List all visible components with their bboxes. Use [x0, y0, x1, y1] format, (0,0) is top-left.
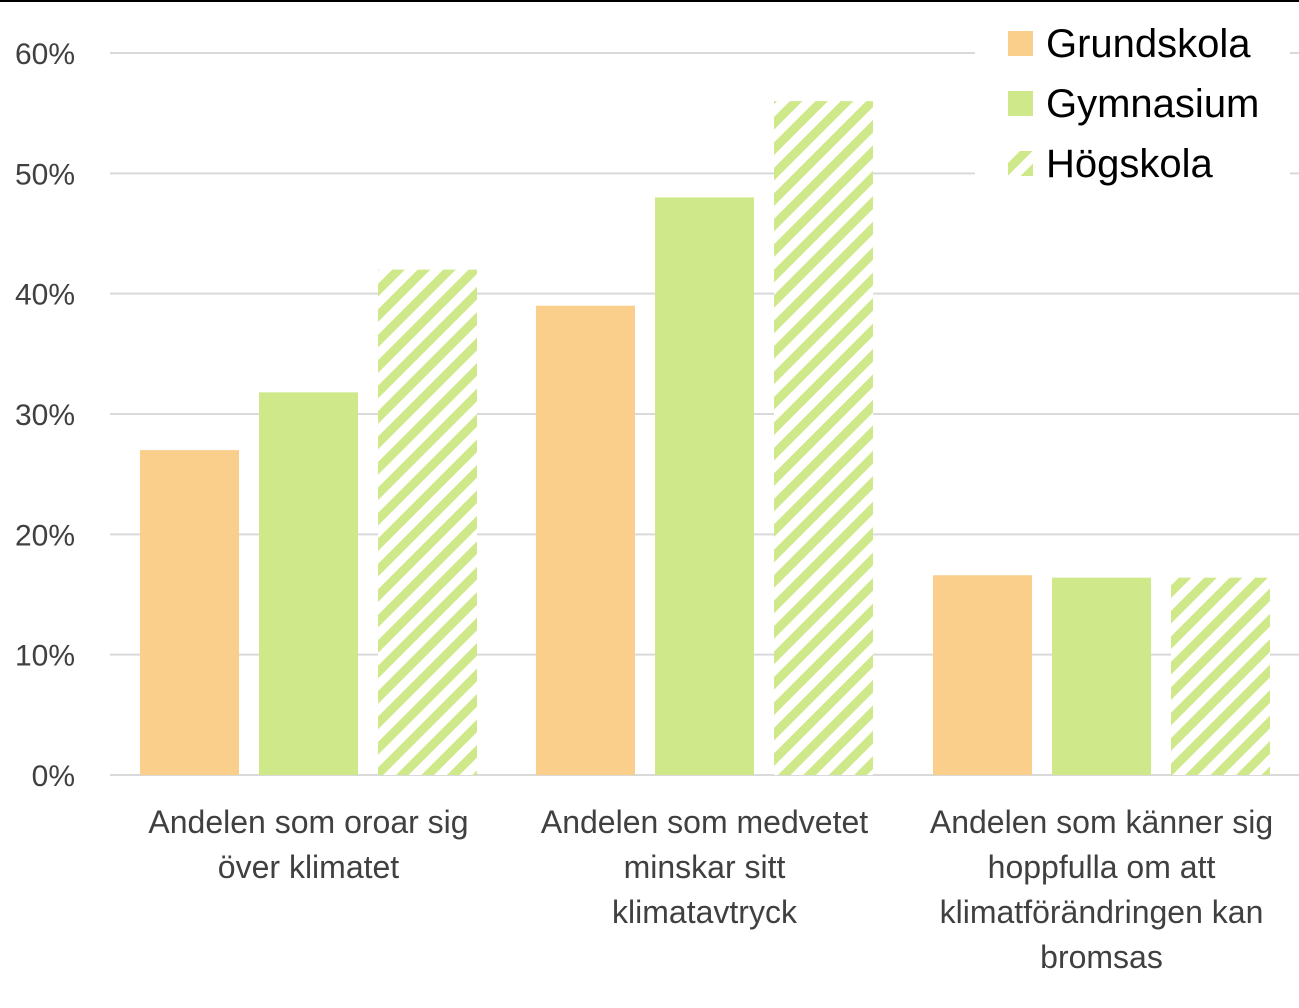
bar-gymnasium-3: [1052, 577, 1151, 775]
legend-label: Högskola: [1046, 142, 1214, 186]
bar-gymnasium-1: [259, 392, 358, 775]
category-label-line: klimatavtryck: [612, 894, 798, 930]
bar-grundskola-2: [536, 305, 635, 775]
bars: [140, 101, 1270, 776]
y-tick-label: 60%: [15, 38, 75, 71]
y-axis-ticks: 0% 10% 20% 30% 40% 50% 60%: [15, 38, 75, 793]
y-tick-label: 10%: [15, 640, 75, 673]
y-tick-label: 40%: [15, 279, 75, 312]
category-label-line: över klimatet: [218, 849, 400, 885]
category-label: Andelen som medvetet minskar sitt klimatav…: [541, 804, 868, 930]
category-label-line: Andelen som oroar sig: [148, 804, 468, 840]
category-label: Andelen som oroar sig över klimatet: [148, 804, 468, 885]
y-tick-label: 30%: [15, 399, 75, 432]
category-label: Andelen som känner sig hoppfulla om att kl…: [930, 804, 1273, 975]
category-label-line: bromsas: [1040, 939, 1163, 975]
legend-swatch-grundskola: [1008, 31, 1033, 56]
bar-grundskola-3: [933, 575, 1032, 775]
category-label-line: klimatförändringen kan: [940, 894, 1264, 930]
category-label-line: minskar sitt: [624, 849, 786, 885]
legend-label: Gymnasium: [1046, 82, 1259, 126]
legend: Grundskola Gymnasium Högskola: [975, 18, 1290, 188]
legend-swatch-gymnasium: [1008, 91, 1033, 116]
category-label-line: Andelen som medvetet: [541, 804, 868, 840]
bar-gymnasium-2: [655, 197, 754, 775]
y-tick-label: 20%: [15, 519, 75, 552]
bar-högskola-2: [774, 101, 873, 776]
legend-label: Grundskola: [1046, 22, 1251, 66]
y-tick-label: 0%: [32, 760, 75, 793]
x-axis-categories: Andelen som oroar sig över klimatetAndele…: [148, 804, 1273, 975]
category-label-line: hoppfulla om att: [988, 849, 1216, 885]
bar-högskola-3: [1171, 577, 1270, 775]
bar-grundskola-1: [140, 450, 239, 775]
bar-högskola-1: [378, 269, 477, 775]
y-tick-label: 50%: [15, 158, 75, 191]
legend-swatch-högskola: [1008, 151, 1033, 176]
category-label-line: Andelen som känner sig: [930, 804, 1273, 840]
